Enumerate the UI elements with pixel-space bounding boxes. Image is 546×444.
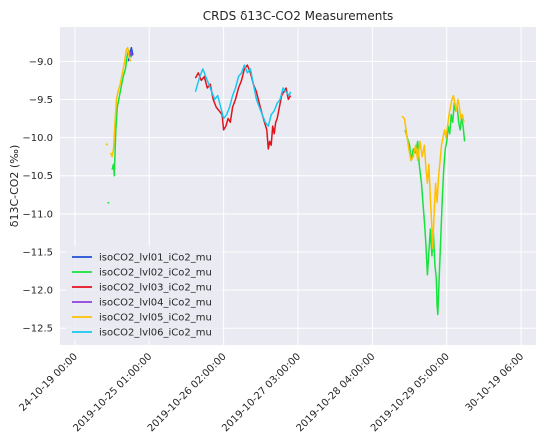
y-axis-label: δ13C-CO2 (‰) <box>8 145 21 228</box>
series-line-isoCO2_lvl04_iCo2_mu <box>128 51 133 58</box>
series-line-isoCO2_lvl05_iCo2_mu <box>109 46 132 158</box>
series-isoCO2_lvl04_iCo2_mu <box>128 51 133 58</box>
legend-label: isoCO2_lvl03_iCo2_mu <box>99 283 212 294</box>
x-tick-label: 2019-10-27 03:00:00 <box>220 351 303 434</box>
y-tick-label: −10.5 <box>22 171 53 182</box>
y-tick-label: −9.0 <box>29 57 53 68</box>
series-isoCO2_lvl03_iCo2_mu <box>194 64 292 150</box>
x-tick-label: 2019-10-29 05:00:00 <box>369 351 452 434</box>
series-line-isoCO2_lvl02_iCo2_mu <box>107 201 110 204</box>
x-tick-label: 24-10-19 00:00 <box>17 351 80 414</box>
legend-label: isoCO2_lvl06_iCo2_mu <box>99 328 212 339</box>
x-tick-label: 30-10-19 06:00 <box>464 351 527 414</box>
series-isoCO2_lvl06_iCo2_mu <box>194 64 292 127</box>
legend-label: isoCO2_lvl04_iCo2_mu <box>99 298 212 309</box>
legend-label: isoCO2_lvl01_iCo2_mu <box>99 253 212 264</box>
y-tick-label: −10.0 <box>22 133 53 144</box>
x-tick-label: 2019-10-26 02:00:00 <box>146 351 229 434</box>
series-lines <box>105 46 466 316</box>
y-tick-label: −12.0 <box>22 286 53 297</box>
legend-box <box>66 246 222 341</box>
legend-label: isoCO2_lvl05_iCo2_mu <box>99 313 212 324</box>
y-tick-label: −11.0 <box>22 209 53 220</box>
legend: isoCO2_lvl01_iCo2_mu isoCO2_lvl02_iCo2_mu… <box>66 246 222 341</box>
series-isoCO2_lvl05_iCo2_mu <box>105 46 465 249</box>
legend-label: isoCO2_lvl02_iCo2_mu <box>99 268 212 279</box>
chart-title: CRDS δ13C-CO2 Measurements <box>203 9 394 23</box>
series-line-isoCO2_lvl03_iCo2_mu <box>194 64 292 150</box>
series-line-isoCO2_lvl05_iCo2_mu <box>105 143 109 146</box>
y-tick-label: −12.5 <box>22 324 53 335</box>
series-line-isoCO2_lvl05_iCo2_mu <box>401 94 465 249</box>
y-tick-label: −9.5 <box>29 95 53 106</box>
series-line-isoCO2_lvl06_iCo2_mu <box>194 64 292 127</box>
y-tick-labels: −9.0 −9.5 −10.0 −10.5 −11.0 −11.5 −12.0 −12.5 <box>22 57 53 335</box>
x-tick-label: 2019-10-28 04:00:00 <box>295 351 378 434</box>
y-tick-label: −11.5 <box>22 247 53 258</box>
x-tick-label: 2019-10-25 01:00:00 <box>71 351 154 434</box>
